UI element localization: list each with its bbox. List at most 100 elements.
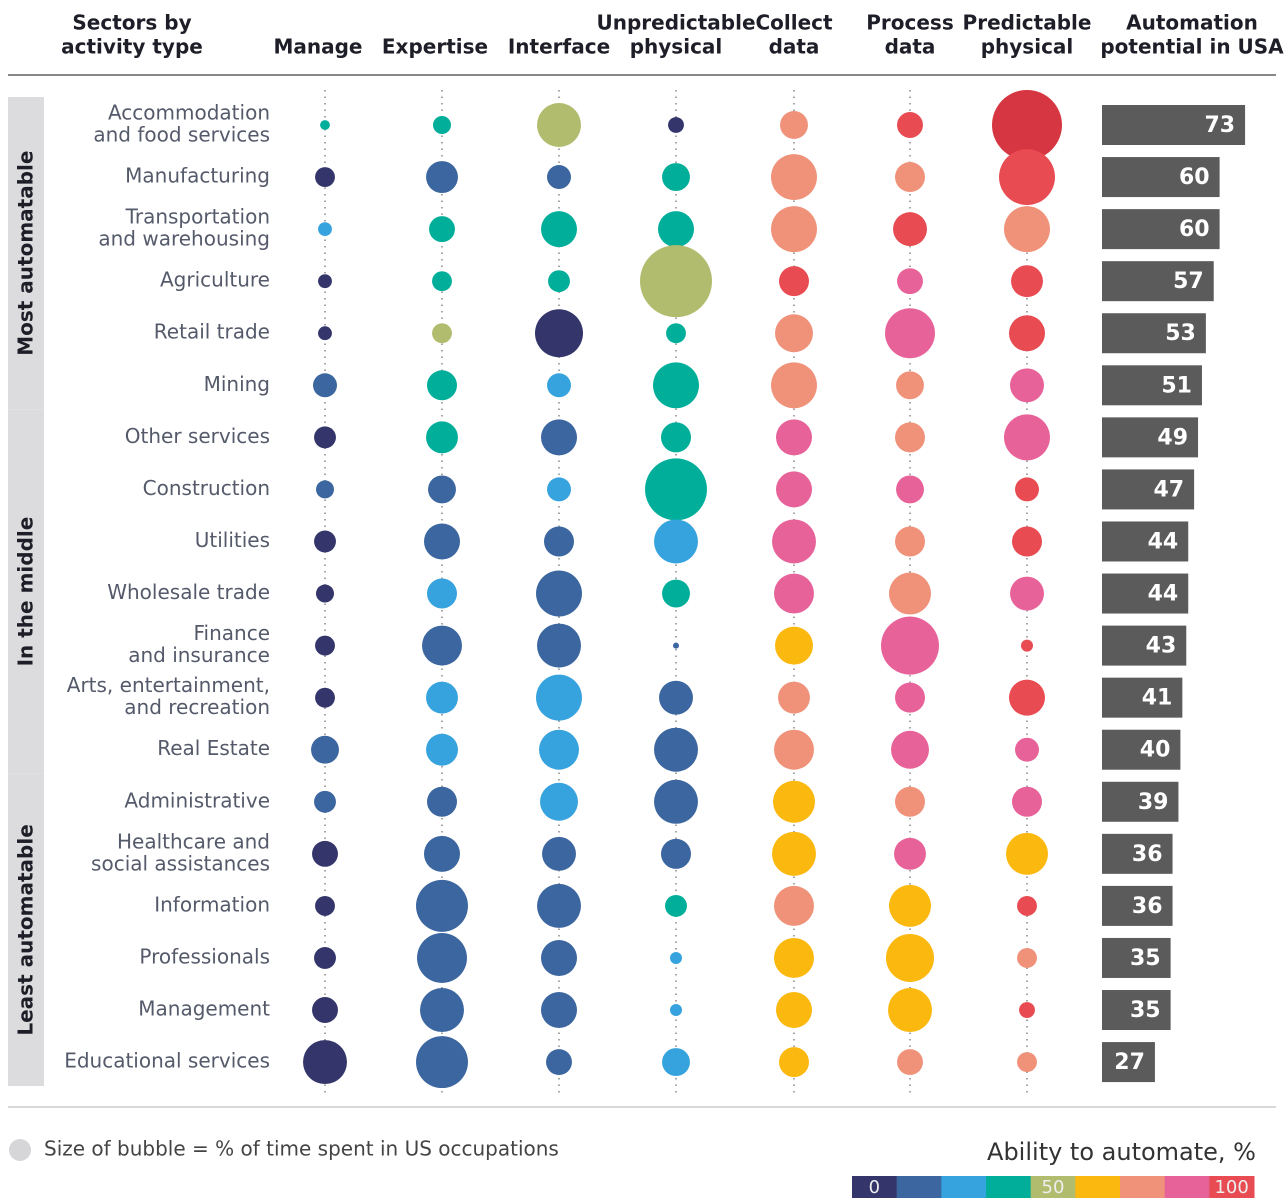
bubble [546,1049,572,1076]
bubble [427,786,457,817]
bar-label: 47 [1153,477,1184,502]
bar [1102,105,1246,145]
bubble [315,635,335,656]
bubble [661,838,691,869]
row-label: social assistances [91,851,270,875]
column-header: Process [866,11,954,35]
bubble [1011,265,1043,298]
column-header: Automation [1126,11,1258,35]
bubble [673,642,679,649]
bar [1102,990,1171,1031]
bar-label: 36 [1132,894,1163,919]
bubble [888,988,932,1032]
column-header: Expertise [382,35,488,59]
bubble [417,932,467,983]
bubble [316,480,334,499]
bubble [416,1036,468,1089]
bubble [1006,832,1048,875]
color-swatch [1075,1176,1121,1198]
row-label: and food services [93,123,270,147]
bar-label: 60 [1179,217,1210,242]
bubble [895,526,925,557]
bubble [432,271,452,292]
bubble [780,111,808,139]
group-band [8,773,44,1087]
bubble [547,373,571,398]
bubble [653,362,699,409]
bubble [315,167,335,188]
bubble [662,1048,690,1077]
bubble [662,579,690,608]
bubble [654,779,698,824]
column-header: Interface [508,35,610,59]
bubble [429,216,455,243]
bubble [1012,786,1042,817]
bubble [895,162,925,193]
bubble [318,326,332,341]
bubble [774,937,814,978]
bubble [772,831,816,876]
row-label: Other services [125,424,270,448]
bar-label: 35 [1130,946,1161,971]
bubble [886,933,934,982]
bubble [537,103,581,147]
bubble [544,526,574,557]
group-band [8,97,44,410]
bubble [426,421,458,454]
bubble [537,883,581,928]
row-label: Utilities [195,528,270,552]
bubble [662,163,690,192]
bubble [1019,1002,1035,1018]
column-header: data [885,35,936,59]
bubble [891,730,929,769]
row-label: Arts, entertainment, [67,673,270,697]
row-label: Wholesale trade [107,580,270,604]
bubble [771,154,817,201]
bubble [773,780,815,823]
bubble [422,625,462,666]
bubble [670,1004,682,1017]
bubble [542,836,576,871]
bubble [668,117,684,133]
color-swatch [896,1176,942,1198]
bubble [426,733,458,766]
row-label: Agriculture [160,268,270,292]
bubble [537,623,581,668]
bar-label: 41 [1142,686,1173,711]
bubble [424,835,460,872]
column-header: physical [981,35,1074,59]
bubble [897,1049,923,1076]
bar [1102,677,1183,718]
row-label: Educational services [64,1049,270,1073]
bubble [992,90,1062,160]
bar [1102,261,1214,302]
bar-label: 49 [1157,425,1188,450]
bar-label: 44 [1148,529,1179,554]
color-swatch [852,1176,898,1198]
bubble [539,729,579,770]
bubble [303,1040,347,1085]
bubble [1015,477,1039,502]
column-header: Manage [273,35,362,59]
column-header: Sectors by [72,11,191,35]
bubble [1004,206,1050,253]
bar-label: 57 [1173,269,1204,294]
bubble [427,370,457,401]
bubble [889,572,931,615]
color-swatch [1030,1176,1076,1198]
bar-label: 51 [1161,373,1192,398]
bubble [776,419,812,456]
group-label: Most automatable [14,151,38,356]
color-scale-title: Ability to automate, % [987,1138,1256,1166]
bubble [428,475,456,504]
row-label: and warehousing [98,227,270,251]
bubble [776,471,812,508]
bubble [1010,368,1044,403]
bubble [536,570,582,617]
bubble [893,212,927,247]
bubble [315,687,335,708]
bubble [894,837,926,870]
bubble [1021,639,1033,652]
bubble [885,308,935,359]
bubble [665,894,687,917]
